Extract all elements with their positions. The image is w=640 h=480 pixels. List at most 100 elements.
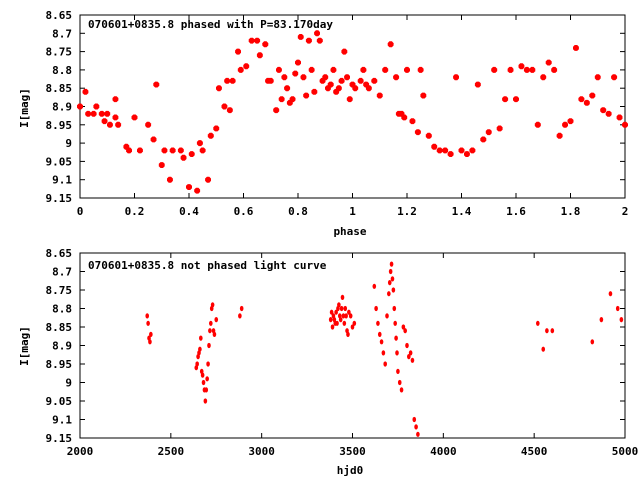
phased-y-tick-label: 8.8 bbox=[52, 64, 72, 77]
unphased-data-point bbox=[393, 320, 397, 326]
unphased-data-point bbox=[403, 328, 407, 334]
unphased-data-point bbox=[342, 320, 347, 326]
unphased-data-point bbox=[334, 309, 338, 315]
unphased-data-point bbox=[328, 317, 333, 323]
phased-x-tick-label: 1.2 bbox=[397, 205, 417, 218]
phased-data-point bbox=[382, 66, 389, 73]
unphased-data-point bbox=[383, 361, 388, 367]
phased-data-point bbox=[469, 147, 476, 154]
unphased-data-point bbox=[338, 317, 343, 323]
unphased-data-point bbox=[346, 331, 350, 337]
phased-data-point bbox=[414, 129, 421, 136]
phased-data-point bbox=[131, 114, 138, 121]
unphased-data-point bbox=[536, 320, 540, 326]
unphased-data-point bbox=[195, 361, 199, 367]
phased-data-point bbox=[518, 63, 525, 70]
unphased-data-point bbox=[615, 305, 620, 312]
phased-data-point bbox=[77, 103, 83, 110]
phased-data-point bbox=[352, 85, 359, 92]
unphased-data-point bbox=[599, 317, 604, 323]
unphased-data-point bbox=[405, 342, 409, 349]
unphased-x-tick-label: 3500 bbox=[339, 445, 366, 458]
unphased-data-point bbox=[335, 320, 339, 326]
unphased-data-point bbox=[330, 324, 335, 330]
phased-data-point bbox=[540, 74, 547, 81]
unphased-data-point bbox=[376, 320, 380, 326]
phased-data-point bbox=[409, 118, 416, 125]
unphased-data-point bbox=[198, 346, 202, 352]
phased-data-point bbox=[573, 45, 579, 51]
phased-data-point bbox=[404, 66, 410, 73]
phased-data-point bbox=[327, 81, 334, 88]
unphased-data-point bbox=[608, 291, 613, 297]
phased-y-tick-label: 8.7 bbox=[52, 27, 72, 40]
phased-x-tick-label: 0.2 bbox=[125, 205, 145, 218]
phased-data-point bbox=[267, 77, 274, 84]
unphased-data-point bbox=[350, 324, 355, 330]
phased-x-tick-label: 1.8 bbox=[561, 205, 581, 218]
phased-data-point bbox=[344, 74, 350, 81]
unphased-data-point bbox=[381, 350, 386, 356]
phased-data-point bbox=[360, 66, 367, 73]
unphased-ticks: 2000 2500 3000 3500 4000 4500 5000 8.65 8.7 8.75 8… bbox=[46, 247, 639, 458]
phased-data-point bbox=[567, 118, 574, 125]
unphased-data-point bbox=[389, 261, 394, 267]
phased-data-point bbox=[458, 147, 465, 154]
phased-data-point bbox=[153, 81, 160, 88]
phased-data-point bbox=[551, 66, 558, 73]
unphased-data-point bbox=[203, 398, 208, 404]
unphased-y-tick-label: 8.8 bbox=[52, 303, 72, 316]
phased-y-tick-label: 8.75 bbox=[46, 46, 73, 59]
phased-data-point bbox=[562, 121, 568, 128]
phased-data-point bbox=[158, 162, 165, 168]
unphased-data-point bbox=[344, 313, 348, 319]
unphased-data-point bbox=[145, 313, 150, 319]
unphased-data-point bbox=[343, 305, 348, 312]
phased-data-point bbox=[529, 66, 536, 73]
phased-data-point bbox=[365, 85, 372, 92]
unphased-data-point bbox=[391, 287, 396, 293]
phased-data-point bbox=[126, 147, 132, 154]
phased-data-point bbox=[589, 92, 596, 99]
unphased-data-point bbox=[238, 313, 242, 319]
unphased-data-point bbox=[208, 328, 212, 334]
phased-data-point bbox=[248, 37, 255, 44]
unphased-data-point bbox=[210, 302, 215, 308]
unphased-data-point bbox=[204, 387, 209, 393]
unphased-x-tick-label: 2500 bbox=[158, 445, 185, 458]
phased-data-point bbox=[289, 96, 296, 103]
phased-data-point bbox=[485, 129, 492, 136]
unphased-data-point bbox=[550, 328, 555, 334]
phased-data-point bbox=[502, 96, 509, 103]
phased-data-point bbox=[229, 77, 236, 84]
phased-data-point bbox=[335, 85, 342, 92]
phased-data-point bbox=[417, 66, 424, 73]
phased-data-point bbox=[578, 96, 585, 103]
unphased-plot-frame bbox=[79, 252, 626, 439]
phased-data-point bbox=[371, 77, 378, 84]
unphased-data-point bbox=[206, 361, 210, 367]
phased-data-point bbox=[180, 154, 187, 161]
phased-data-point bbox=[314, 30, 320, 37]
unphased-x-tick-label: 3000 bbox=[248, 445, 275, 458]
phased-y-tick-label: 9.1 bbox=[52, 174, 72, 187]
unphased-x-tick-label: 5000 bbox=[612, 445, 639, 458]
phased-data-point bbox=[611, 74, 618, 81]
phased-data-point bbox=[594, 74, 601, 81]
phased-data-point bbox=[196, 140, 203, 147]
phased-data-point bbox=[341, 48, 348, 55]
phased-data-point bbox=[169, 147, 176, 154]
unphased-data-point bbox=[199, 335, 203, 341]
phased-data-point bbox=[305, 37, 312, 44]
phased-data-point bbox=[322, 74, 329, 81]
unphased-light-curve-chart: 2000 2500 3000 3500 4000 4500 5000 8.65 8.7 8.75 8… bbox=[18, 247, 638, 477]
phased-data-point bbox=[98, 110, 105, 117]
phased-data-point bbox=[480, 136, 487, 143]
unphased-data-point bbox=[207, 342, 211, 349]
phased-data-point bbox=[303, 92, 310, 99]
unphased-x-tick-label: 2000 bbox=[67, 445, 94, 458]
unphased-data-point bbox=[390, 276, 395, 282]
phased-data-point bbox=[583, 99, 590, 106]
phased-data-point bbox=[297, 34, 304, 40]
phased-data-point bbox=[150, 136, 157, 143]
